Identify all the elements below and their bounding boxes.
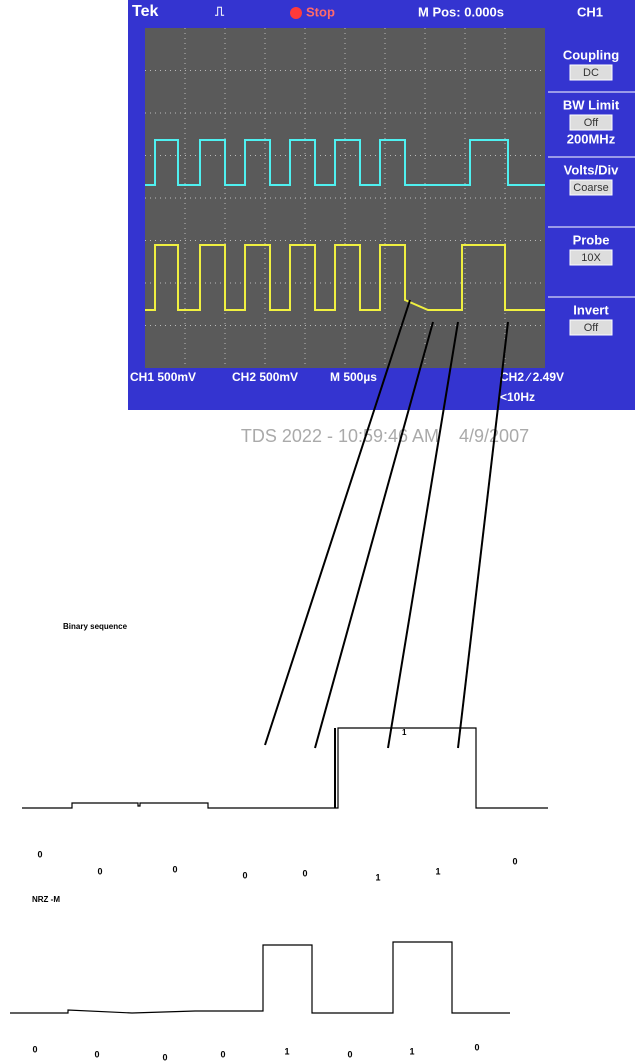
bit-label: 0: [172, 864, 177, 874]
binary-title: Binary sequence: [63, 622, 128, 631]
menu-label: BW Limit: [563, 97, 620, 112]
menu-label: Coupling: [563, 47, 619, 62]
bit-label: 0: [162, 1052, 167, 1062]
bit-label: 0: [220, 1049, 225, 1059]
timebase: M 500µs: [330, 370, 377, 384]
caption: TDS 2022 - 10:59:46 AM 4/9/2007: [241, 426, 529, 446]
bit-label: 0: [347, 1049, 352, 1059]
bit-label: 0: [302, 868, 307, 878]
bit-label: 0: [37, 849, 42, 859]
bit-label: 1: [284, 1046, 289, 1056]
bit-label: 1: [435, 866, 440, 876]
ch2-scale: CH2 500mV: [232, 370, 298, 384]
brand: Tek: [132, 3, 158, 20]
binary-wave: [22, 728, 548, 808]
position: M Pos: 0.000s: [418, 4, 504, 19]
nrz-title: NRZ -M: [32, 895, 60, 904]
trigger: CH2 ∕ 2.49V: [500, 370, 564, 384]
menu-value: DC: [583, 67, 599, 79]
ch1-scale: CH1 500mV: [130, 370, 196, 384]
menu-value: Coarse: [573, 182, 608, 194]
bit-label: 0: [242, 870, 247, 880]
bit-label: 1: [409, 1046, 414, 1056]
nrz-bits: 0 0 0 0 1 0 1 0: [32, 1042, 479, 1062]
nrz-wave: [10, 942, 510, 1013]
bit-label: 1: [375, 872, 380, 882]
bit-label: 0: [94, 1049, 99, 1059]
bit-label: 0: [32, 1044, 37, 1054]
bit-label: 0: [97, 866, 102, 876]
frequency: <10Hz: [500, 390, 535, 404]
menu-value: 10X: [581, 252, 601, 264]
menu-label: Probe: [573, 232, 610, 247]
binary-marker: 1: [402, 728, 407, 737]
menu-value: Off: [584, 117, 599, 129]
binary-bits: 0 0 0 0 0 1 1 0: [37, 849, 517, 882]
menu-label: Invert: [573, 302, 609, 317]
menu-label: Volts/Div: [564, 162, 619, 177]
menu-value: Off: [584, 322, 599, 334]
status: Stop: [306, 4, 335, 19]
run-icon: ⎍: [215, 3, 225, 18]
bit-label: 0: [474, 1042, 479, 1052]
page: Tek ⎍ Stop M Pos: 0.000s CH1 Coupling DC B…: [0, 0, 635, 1063]
stop-dot: [290, 7, 302, 19]
bit-label: 0: [512, 856, 517, 866]
menu-extra: 200MHz: [567, 131, 616, 146]
channel: CH1: [577, 4, 603, 19]
